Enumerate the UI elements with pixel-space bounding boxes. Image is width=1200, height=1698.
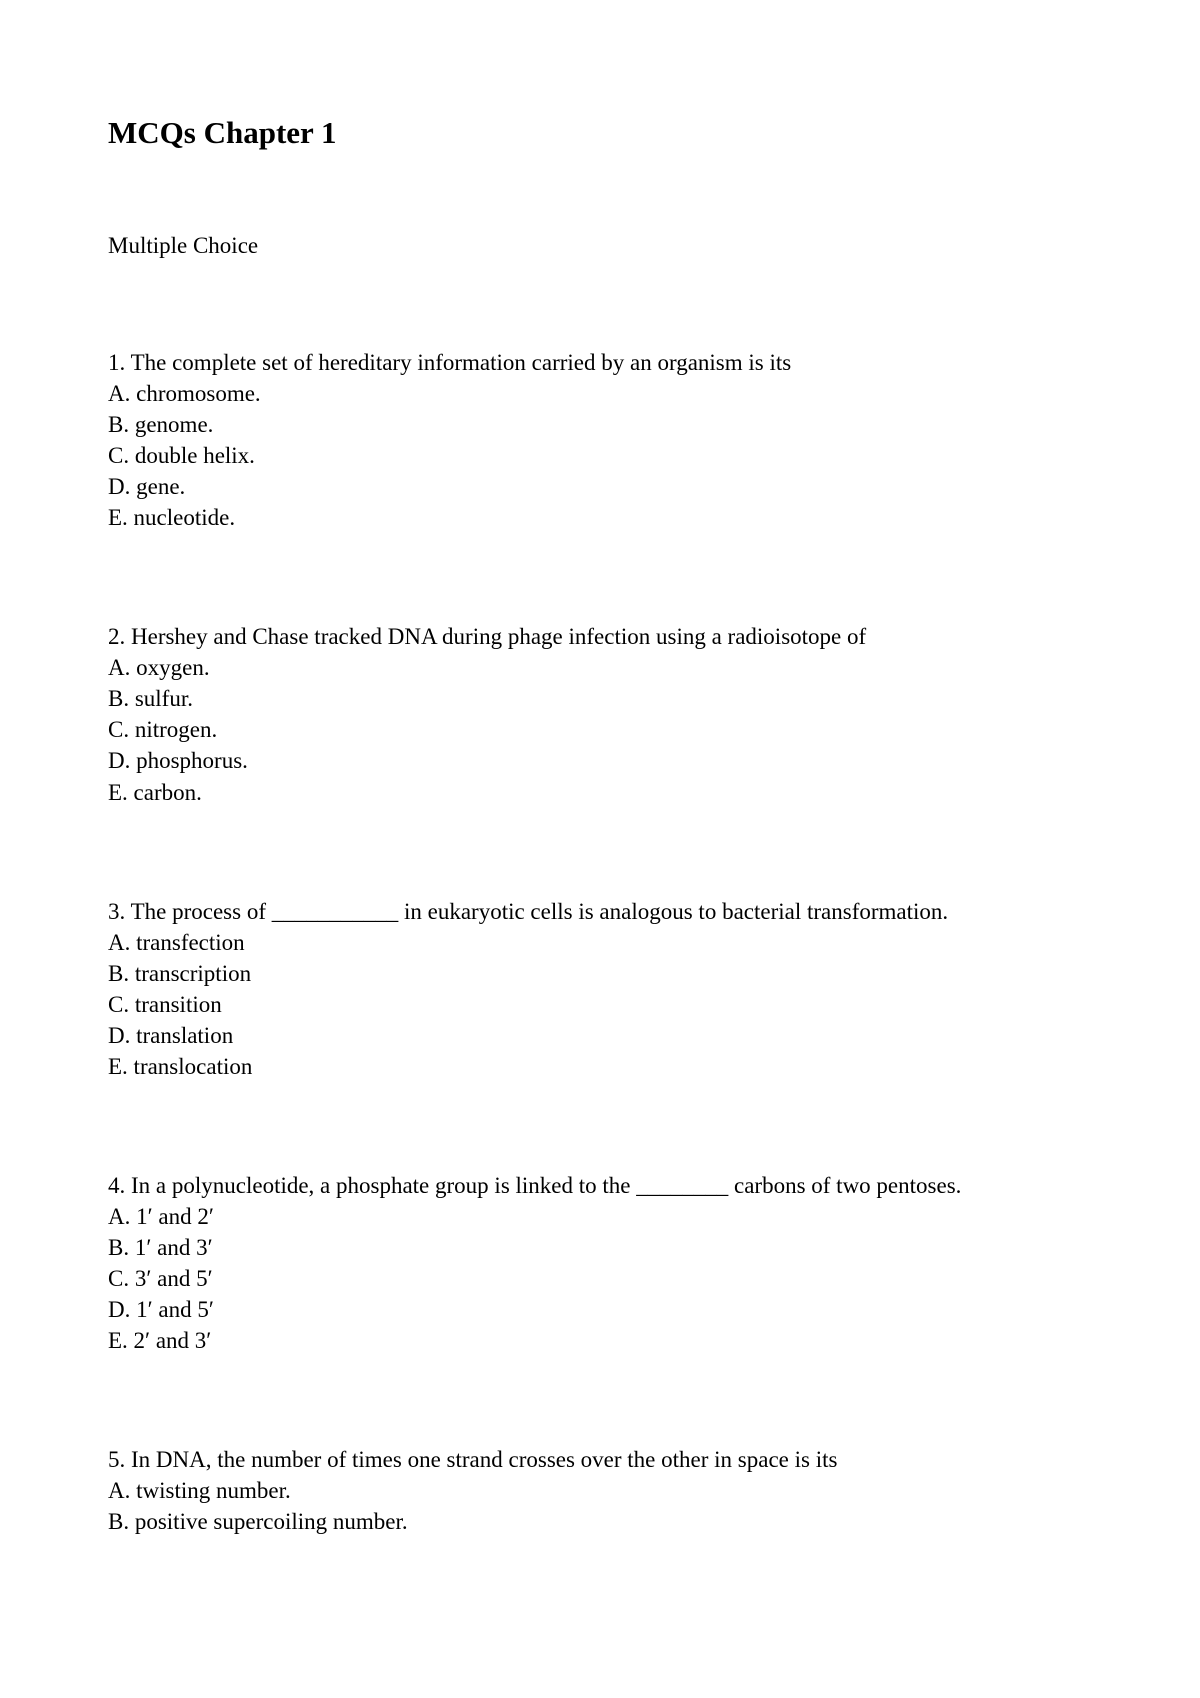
question-4: 4. In a polynucleotide, a phosphate grou… [108,1170,1092,1356]
option-e: E. translocation [108,1051,1092,1082]
option-d: D. 1′ and 5′ [108,1294,1092,1325]
page-title: MCQs Chapter 1 [108,115,1092,151]
question-1: 1. The complete set of hereditary inform… [108,347,1092,533]
question-prompt: 1. The complete set of hereditary inform… [108,347,1092,378]
option-b: B. 1′ and 3′ [108,1232,1092,1263]
question-2: 2. Hershey and Chase tracked DNA during … [108,621,1092,807]
option-e: E. carbon. [108,777,1092,808]
option-d: D. gene. [108,471,1092,502]
option-b: B. transcription [108,958,1092,989]
option-e: E. nucleotide. [108,502,1092,533]
question-prompt: 4. In a polynucleotide, a phosphate grou… [108,1170,1092,1201]
option-b: B. sulfur. [108,683,1092,714]
option-a: A. transfection [108,927,1092,958]
option-a: A. oxygen. [108,652,1092,683]
option-c: C. transition [108,989,1092,1020]
option-c: C. 3′ and 5′ [108,1263,1092,1294]
option-b: B. positive supercoiling number. [108,1506,1092,1537]
option-b: B. genome. [108,409,1092,440]
option-e: E. 2′ and 3′ [108,1325,1092,1356]
option-a: A. twisting number. [108,1475,1092,1506]
option-c: C. nitrogen. [108,714,1092,745]
question-3: 3. The process of ___________ in eukaryo… [108,896,1092,1082]
question-prompt: 2. Hershey and Chase tracked DNA during … [108,621,1092,652]
option-c: C. double helix. [108,440,1092,471]
section-subtitle: Multiple Choice [108,233,1092,259]
question-prompt: 5. In DNA, the number of times one stran… [108,1444,1092,1475]
option-d: D. translation [108,1020,1092,1051]
option-d: D. phosphorus. [108,745,1092,776]
option-a: A. chromosome. [108,378,1092,409]
question-prompt: 3. The process of ___________ in eukaryo… [108,896,1092,927]
question-5: 5. In DNA, the number of times one stran… [108,1444,1092,1537]
option-a: A. 1′ and 2′ [108,1201,1092,1232]
